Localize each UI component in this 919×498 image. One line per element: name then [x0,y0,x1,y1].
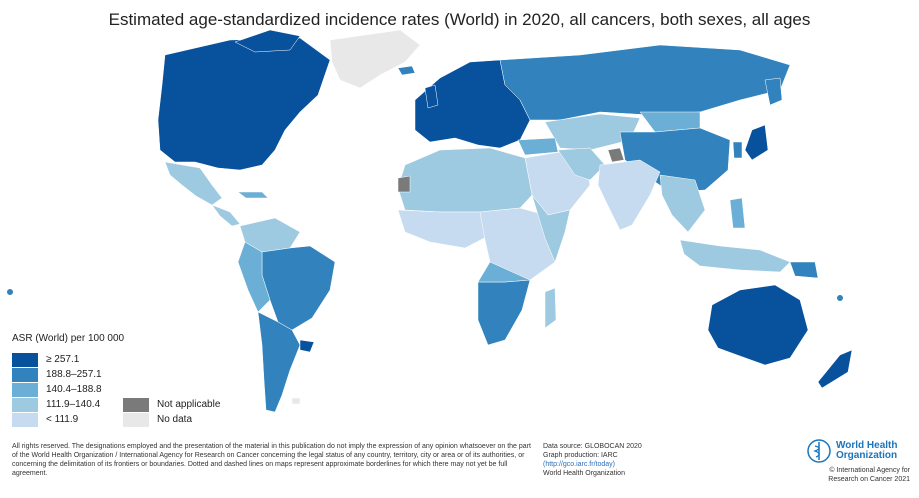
legend-item: No data [123,412,220,427]
region-pacific-island [837,295,843,301]
legend-item: 111.9–140.4 [12,397,102,412]
region-new-zealand [817,349,853,389]
data-source: Data source: GLOBOCAN 2020 Graph product… [543,442,693,478]
region-caribbean [237,191,269,199]
legend-item: 140.4–188.8 [12,382,102,397]
copyright-line: © International Agency for [829,467,910,474]
region-india [597,159,661,231]
region-australia [707,284,809,366]
legend-swatch [123,397,149,412]
legend-swatch [12,382,38,397]
who-logo: World Health Organization [806,438,897,464]
region-central-africa [479,207,561,283]
who-name: World Health Organization [836,441,897,461]
legend-swatch [123,412,149,427]
region-madagascar [544,287,557,329]
region-japan [744,124,769,161]
copyright: © International Agency for Research on C… [790,466,910,484]
who-line: Organization [836,450,898,461]
region-korea [732,141,743,159]
region-iceland [397,65,416,76]
region-brazil [261,245,336,331]
legend-swatch [12,352,38,367]
legend-label: 188.8–257.1 [46,369,102,380]
region-north-africa [397,147,533,213]
region-kamchatka [764,77,783,106]
legend-label: < 111.9 [46,414,79,425]
region-iran [557,147,606,181]
legend-item: Not applicable [123,397,220,412]
region-west-africa [397,209,491,249]
legend-item: < 111.9 [12,412,102,427]
who-line: World Health [836,440,898,451]
legend-label: No data [157,414,193,425]
legend-swatch [12,367,38,382]
region-greenland [329,29,421,89]
legend: ≥ 257.1 188.8–257.1 140.4–188.8 111.9–14… [12,352,102,427]
region-central-america [211,204,241,227]
who-emblem-icon [807,439,831,463]
region-hawaii [7,289,13,295]
legend-label: 111.9–140.4 [46,399,101,410]
region-uk [424,84,439,109]
region-southern-africa [477,279,531,346]
source-link[interactable]: (http://gco.iarc.fr/today) [543,461,615,468]
legend-title: ASR (World) per 100 000 [12,333,125,344]
legend-swatch [12,412,38,427]
map-title: Estimated age-standardized incidence rat… [108,10,811,29]
region-uruguay [299,339,315,353]
legend-label: ≥ 257.1 [46,354,80,365]
source-line: Graph production: IARC [543,452,618,459]
region-north-america [157,37,331,171]
region-mexico [164,161,223,206]
region-turkey [517,137,559,156]
copyright-line: Research on Cancer 2021 [828,476,910,483]
region-indonesia [679,239,791,273]
legend-swatch [12,397,38,412]
region-andes [237,241,271,313]
region-not-applicable [607,147,625,163]
source-line: Data source: GLOBOCAN 2020 [543,443,642,450]
region-western-sahara [397,175,411,193]
region-southern-africa-mid [477,261,531,283]
legend-item: ≥ 257.1 [12,352,102,367]
region-east-africa [531,194,571,263]
legend-extra: Not applicable No data [123,397,220,427]
legend-item: 188.8–257.1 [12,367,102,382]
region-png [789,261,819,279]
disclaimer: All rights reserved. The designations em… [12,443,531,477]
region-southern-cone [257,311,301,413]
region-southeast-asia [659,174,706,233]
source-line: World Health Organization [543,470,625,477]
region-europe [414,59,531,149]
region-philippines [729,197,746,229]
region-russia [499,44,791,121]
legend-label: Not applicable [157,399,221,410]
legend-label: 140.4–188.8 [46,384,102,395]
region-arctic-islands [234,29,301,53]
region-falklands [291,397,301,405]
